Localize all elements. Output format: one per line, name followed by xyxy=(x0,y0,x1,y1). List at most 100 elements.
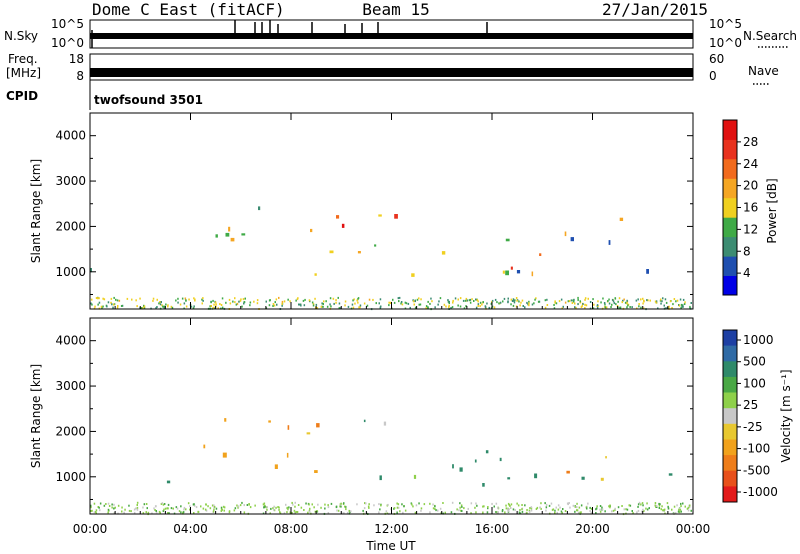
velocity-ground-cell xyxy=(569,506,571,509)
velocity-ground-cell xyxy=(535,508,538,510)
power-ground-cell xyxy=(312,304,315,307)
velocity-ground-cell xyxy=(475,511,477,514)
power-ground-cell xyxy=(278,296,280,299)
velocity-ground-cell xyxy=(265,506,268,509)
power-ground-cell xyxy=(357,297,360,300)
power-ground-cell xyxy=(234,297,236,300)
power-ground-cell xyxy=(678,304,681,307)
power-ground-cell xyxy=(499,301,502,304)
velocity-ground-cell xyxy=(656,506,658,508)
y-tick-label: 1000 xyxy=(55,265,86,279)
power-ground-cell xyxy=(596,304,599,307)
velocity-ground-cell xyxy=(155,510,157,512)
velocity-ground-cell xyxy=(557,508,560,511)
velocity-ground-cell xyxy=(266,508,268,511)
velocity-ground-cell xyxy=(556,511,558,514)
velocity-ground-cell xyxy=(518,511,521,514)
power-ground-cell xyxy=(507,301,509,304)
colorbar-tick-label: 1000 xyxy=(743,333,774,347)
velocity-ground-cell xyxy=(509,505,511,507)
velocity-cell xyxy=(287,425,290,430)
velocity-ground-cell xyxy=(294,505,296,508)
power-ground-cell xyxy=(272,303,275,305)
power-ground-cell xyxy=(265,300,267,303)
power-ground-cell xyxy=(201,298,203,301)
time-axis-label: Time UT xyxy=(365,539,416,553)
velocity-ground-cell xyxy=(554,511,556,514)
power-ground-cell xyxy=(439,297,442,300)
power-ground-cell xyxy=(577,303,579,306)
velocity-ground-cell xyxy=(559,506,561,509)
velocity-ground-cell xyxy=(493,505,495,508)
velocity-ground-cell xyxy=(108,505,111,507)
velocity-ground-cell xyxy=(241,501,243,504)
y-tick-label: 3000 xyxy=(55,174,86,188)
velocity-ground-cell xyxy=(510,503,513,506)
velocity-ground-cell xyxy=(145,511,147,514)
power-ground-cell xyxy=(619,306,622,309)
power-cell xyxy=(505,270,509,276)
velocity-ground-cell xyxy=(440,512,442,515)
power-ground-cell xyxy=(659,299,662,302)
velocity-ground-cell xyxy=(187,502,190,505)
power-ground-cell xyxy=(185,299,187,302)
velocity-ground-cell xyxy=(99,509,101,512)
power-colorbar: 4 8 12 16 20 24 28 xyxy=(722,119,758,296)
power-ground-cell xyxy=(465,305,467,308)
velocity-ground-cell xyxy=(292,503,294,506)
velocity-cell xyxy=(452,464,454,469)
power-cell xyxy=(215,234,218,238)
velocity-cell xyxy=(485,450,489,454)
velocity-ground-cell xyxy=(688,506,691,508)
power-ground-cell xyxy=(393,301,396,304)
power-ground-cell xyxy=(97,303,99,306)
power-ground-cell xyxy=(684,301,686,304)
velocity-ground-cell xyxy=(223,509,225,512)
velocity-ground-cell xyxy=(114,506,116,509)
power-ground-cell xyxy=(388,301,390,304)
power-ground-cell xyxy=(476,299,479,302)
power-ground-cell xyxy=(608,298,610,301)
power-ground-cell xyxy=(239,299,242,302)
velocity-ground-cell xyxy=(470,502,473,505)
power-ground-cell xyxy=(392,298,394,301)
colorbar-tick-label: 100 xyxy=(743,376,766,390)
power-ground-cell xyxy=(462,299,465,302)
power-ground-cell xyxy=(184,297,187,300)
velocity-ground-cell xyxy=(172,507,174,510)
velocity-ground-cell xyxy=(545,506,548,509)
power-ground-cell xyxy=(638,305,640,308)
plot-title: Dome C East (fitACF) xyxy=(92,0,285,19)
power-ground-cell xyxy=(185,305,188,308)
power-ground-cell xyxy=(357,301,359,304)
velocity-ground-cell xyxy=(641,510,643,513)
velocity-ground-cell xyxy=(222,505,225,508)
power-ground-cell xyxy=(457,298,459,301)
power-cell xyxy=(374,244,377,247)
velocity-ground-cell xyxy=(327,504,329,507)
velocity-ground-cell xyxy=(189,505,191,508)
velocity-cell xyxy=(379,475,382,481)
velocity-ground-cell xyxy=(379,508,381,511)
velocity-ground-cell xyxy=(580,504,583,507)
velocity-cell xyxy=(203,444,206,449)
power-ground-cell xyxy=(404,301,407,304)
time-tick-label: 20:00 xyxy=(575,522,610,536)
power-ground-cell xyxy=(635,299,638,302)
velocity-cell xyxy=(286,452,289,458)
velocity-ground-cell xyxy=(327,506,330,509)
velocity-ground-cell xyxy=(574,505,577,508)
power-ground-cell xyxy=(555,302,558,305)
power-ground-cell xyxy=(210,305,212,307)
power-ground-cell xyxy=(234,301,236,304)
power-ground-cell xyxy=(690,302,692,304)
velocity-ground-cell xyxy=(98,506,100,509)
velocity-ground-cell xyxy=(346,511,349,514)
velocity-ground-cell xyxy=(414,511,417,514)
velocity-ground-cell xyxy=(95,512,97,515)
velocity-ground-cell xyxy=(93,511,96,514)
velocity-ground-cell xyxy=(617,506,620,509)
power-ground-cell xyxy=(513,299,515,302)
velocity-ground-cell xyxy=(631,510,633,512)
power-ground-cell xyxy=(546,298,548,301)
